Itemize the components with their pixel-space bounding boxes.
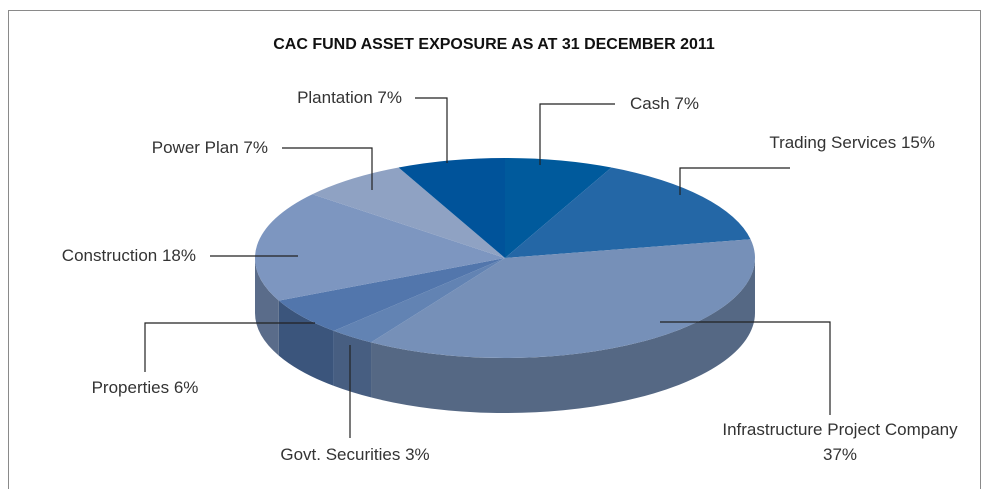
category-label: Govt. Securities [280,445,401,464]
slice-label: Properties 6% [45,375,245,400]
category-label: Power Plan [151,138,239,157]
frame [8,10,981,489]
value-label: 3% [405,445,430,464]
pie-side [333,330,372,398]
category-label: Cash [630,94,670,113]
leader-line [660,321,831,415]
slice-label: Infrastructure Project Company 37% [720,417,960,467]
category-label: Properties [91,378,170,397]
value-label: 7% [674,94,699,113]
slice-label: Trading Services 15% [735,130,935,155]
leader-line [539,103,615,165]
slice-label: Plantation 7% [200,85,402,110]
pie-slice [333,258,505,343]
value-label: 6% [173,378,199,397]
category-label: Trading Services [769,133,897,152]
value-label: 15% [900,133,935,152]
leader-line [415,97,448,163]
pie-side [371,258,755,413]
pie-slice [312,167,505,258]
pie-side [278,300,334,386]
pie-slice [255,194,505,301]
category-label: Construction [61,246,158,265]
value-label: 18% [161,246,196,265]
slice-label: Construction 18% [0,243,196,268]
leader-line [679,167,790,195]
value-label: 37% [822,445,858,464]
value-label: 7% [243,138,268,157]
slice-label: Power Plan 7% [60,135,268,160]
pie-slice [371,239,756,358]
pie-side [255,258,279,356]
leader-line [144,322,315,372]
category-label: Plantation [297,88,373,107]
slice-label: Govt. Securities 3% [255,442,455,467]
leader-line [282,147,373,190]
pie-slice [505,158,612,258]
pie-slice [278,258,505,331]
value-label: 7% [377,88,402,107]
pie-slice [398,158,505,258]
pie-slice [505,167,751,258]
chart-title: CAC FUND ASSET EXPOSURE AS AT 31 DECEMBE… [273,36,715,53]
slice-label: Cash 7% [630,91,830,116]
category-label: Infrastructure Project Company [722,420,958,439]
